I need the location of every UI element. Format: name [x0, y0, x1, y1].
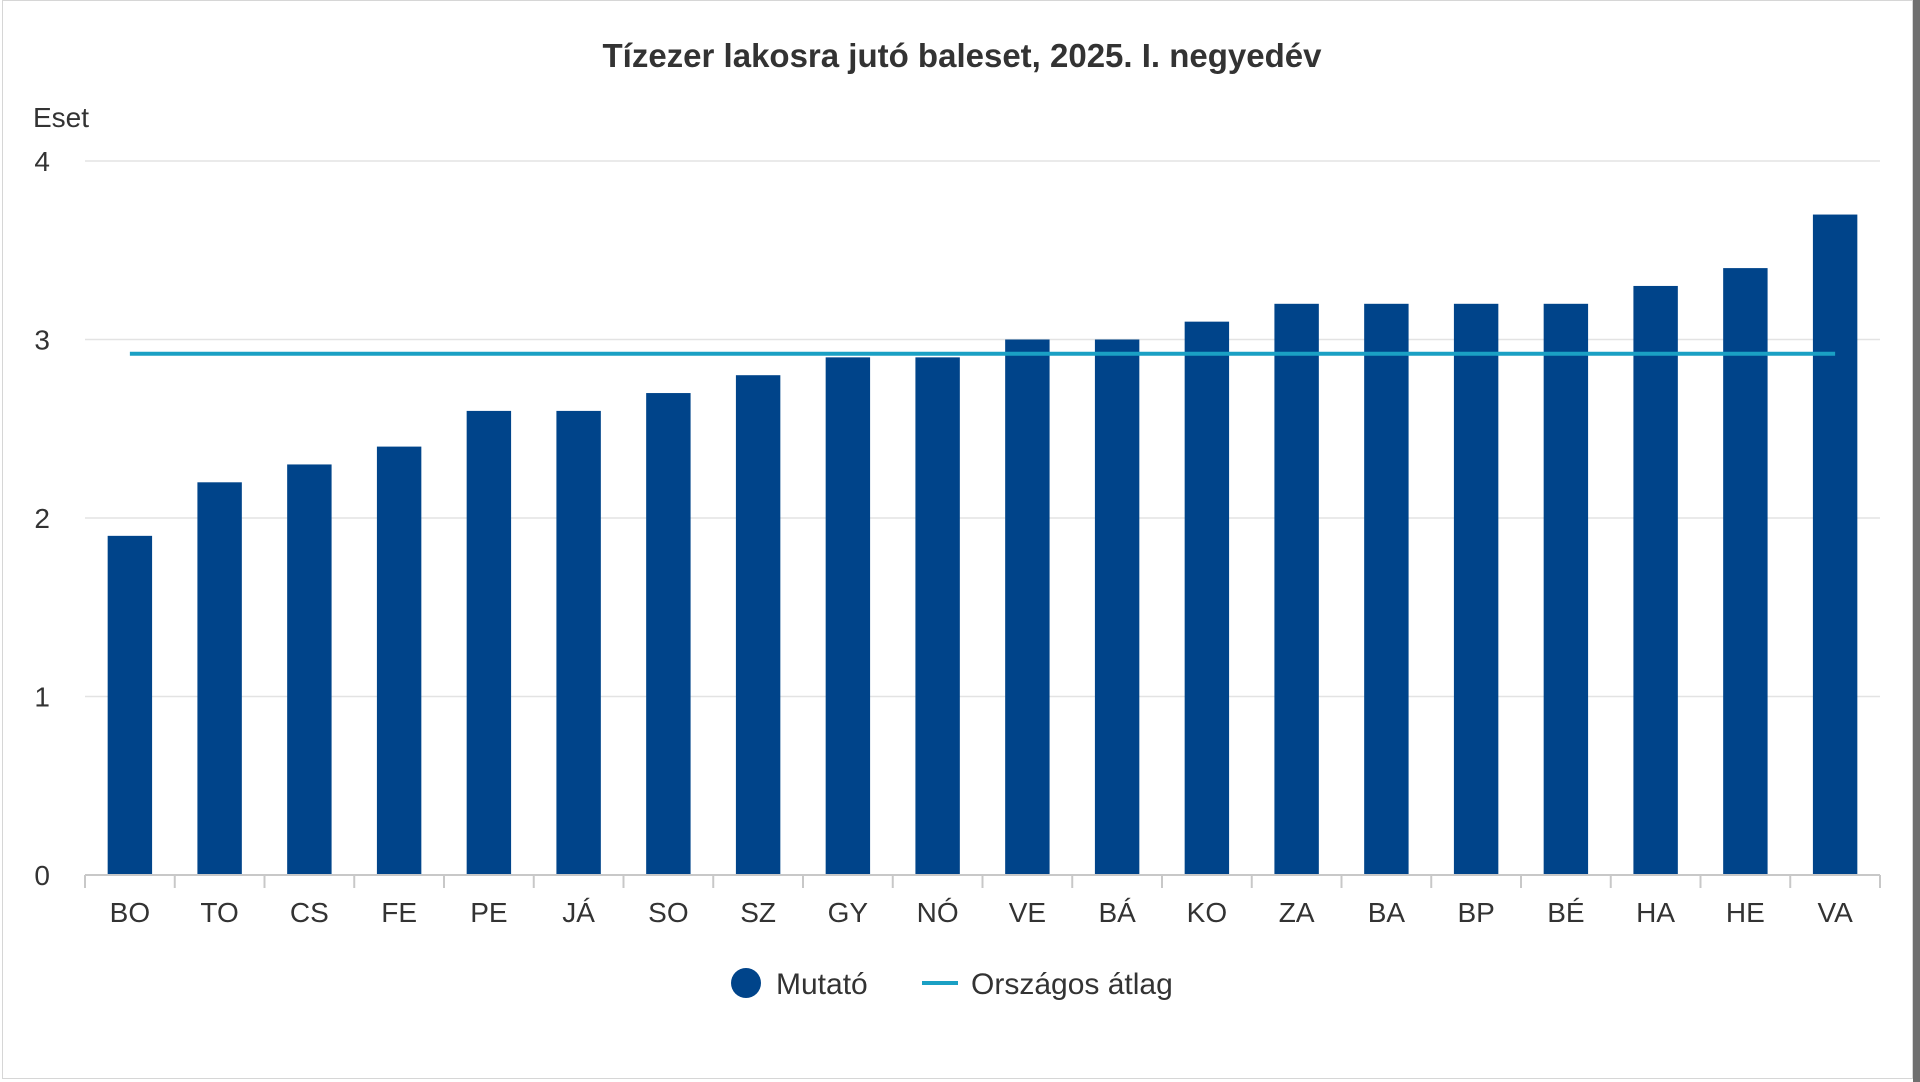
- bar-za: [1274, 303, 1319, 875]
- bar-series: [107, 214, 1858, 876]
- x-axis: BO TO CS FE PE JÁ SO SZ GY NÓ VE BÁ KO ZA BA BP BÉ HA HE VA: [84, 874, 1881, 928]
- x-tick-label-he: HE: [1726, 897, 1765, 928]
- bar-sz: [735, 375, 781, 875]
- y-tick-label-1: 1: [34, 682, 50, 713]
- x-tick-label-gy: GY: [828, 897, 869, 928]
- bar-ve: [1005, 339, 1050, 875]
- bar-ko: [1184, 321, 1230, 875]
- bar-bo: [107, 535, 153, 875]
- bar-to: [197, 482, 242, 875]
- bar-bé: [1543, 303, 1589, 875]
- bar-bp: [1453, 303, 1499, 875]
- x-tick-label-so: SO: [648, 897, 688, 928]
- bar-fe: [376, 446, 422, 875]
- bar-he: [1723, 268, 1768, 876]
- gridlines: [85, 160, 1880, 698]
- x-tick-label-já: JÁ: [562, 897, 595, 928]
- x-tick-label-ha: HA: [1636, 897, 1675, 928]
- x-tick-label-bo: BO: [110, 897, 150, 928]
- y-tick-label-4: 4: [34, 146, 50, 177]
- bar-bá: [1094, 339, 1140, 875]
- x-tick-label-sz: SZ: [740, 897, 776, 928]
- legend-label-orszagos-atlag: Országos átlag: [971, 968, 1173, 1001]
- legend-marker-mutato: [731, 968, 761, 998]
- bar-ba: [1364, 303, 1409, 875]
- x-tick-label-pe: PE: [470, 897, 507, 928]
- y-axis-label: Eset: [33, 102, 89, 133]
- x-tick-label-cs: CS: [290, 897, 329, 928]
- x-tick-label-fe: FE: [381, 897, 417, 928]
- bar-gy: [825, 357, 871, 876]
- x-tick-label-nó: NÓ: [917, 897, 959, 928]
- x-tick-label-bp: BP: [1457, 897, 1494, 928]
- y-tick-label-0: 0: [34, 860, 50, 891]
- bar-cs: [287, 464, 332, 875]
- scrollbar-strip: [1913, 0, 1920, 1082]
- y-tick-label-3: 3: [34, 325, 50, 356]
- x-tick-label-ba: BA: [1368, 897, 1406, 928]
- x-tick-label-to: TO: [200, 897, 238, 928]
- bar-pe: [466, 410, 512, 875]
- y-axis-ticks: 0 1 2 3 4: [34, 146, 50, 891]
- x-tick-label-ve: VE: [1009, 897, 1046, 928]
- bar-so: [646, 393, 691, 875]
- bar-já: [556, 410, 601, 875]
- x-tick-label-bá: BÁ: [1098, 897, 1136, 928]
- bar-ha: [1633, 285, 1678, 875]
- x-tick-label-za: ZA: [1279, 897, 1315, 928]
- x-tick-label-bé: BÉ: [1547, 897, 1584, 928]
- x-tick-label-va: VA: [1817, 897, 1853, 928]
- legend: Mutató Országos átlag: [731, 968, 1173, 1001]
- x-tick-label-ko: KO: [1187, 897, 1227, 928]
- legend-label-mutato: Mutató: [776, 968, 868, 1001]
- bar-va: [1812, 214, 1858, 876]
- chart-title: Tízezer lakosra jutó baleset, 2025. I. n…: [603, 37, 1323, 74]
- bar-nó: [915, 357, 960, 876]
- y-tick-label-2: 2: [34, 503, 50, 534]
